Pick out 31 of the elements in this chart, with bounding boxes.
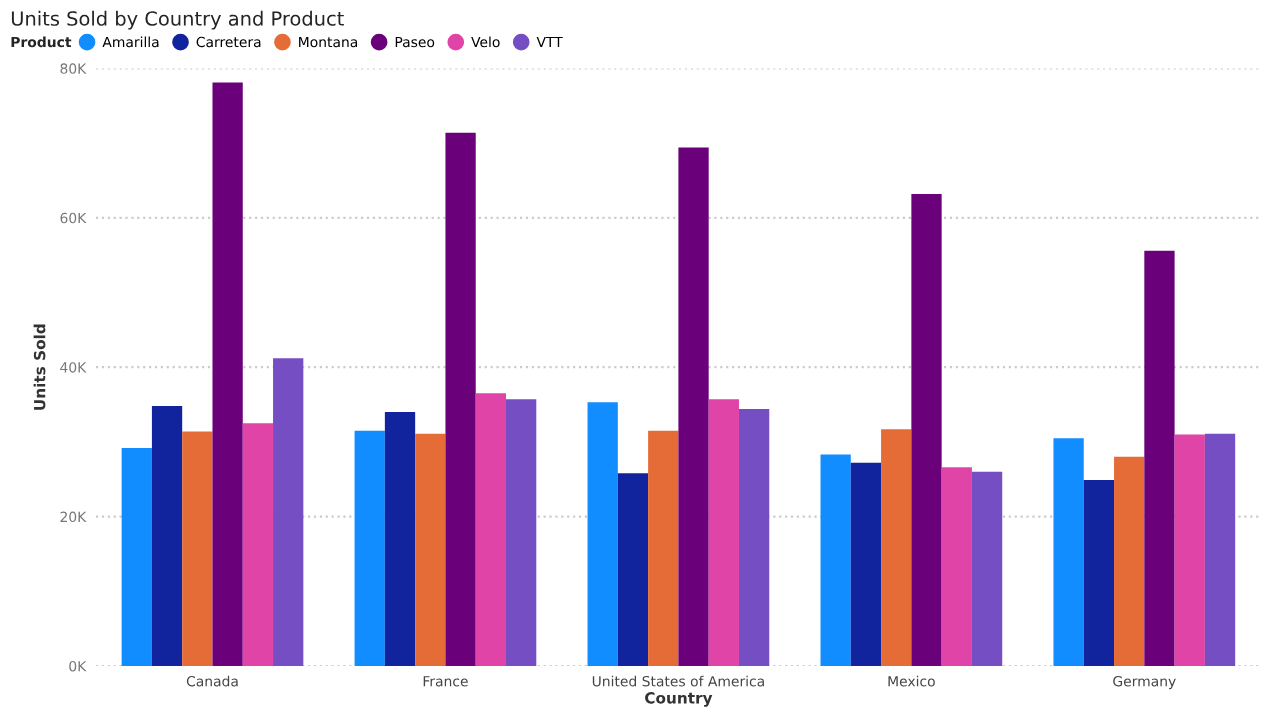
bar	[415, 433, 446, 666]
chart-title: Units Sold by Country and Product	[11, 10, 344, 30]
bar	[354, 430, 385, 666]
bar	[911, 193, 942, 666]
bar	[1083, 480, 1115, 666]
bar	[941, 467, 972, 666]
bar	[617, 473, 649, 666]
bar	[708, 399, 739, 666]
bar	[182, 431, 213, 666]
bar	[971, 471, 1003, 666]
bar	[384, 412, 416, 666]
bar	[820, 454, 851, 666]
bar	[1144, 250, 1175, 666]
bar	[678, 147, 709, 666]
bar	[1053, 438, 1084, 666]
bar	[151, 406, 183, 666]
bar	[212, 82, 243, 666]
bar	[881, 429, 912, 666]
bar	[506, 399, 537, 666]
bar	[475, 393, 507, 666]
bar	[648, 430, 679, 666]
bar	[738, 409, 770, 666]
bar	[445, 132, 476, 666]
bar	[850, 462, 882, 666]
bar	[273, 358, 304, 666]
bar	[1114, 456, 1145, 666]
bar	[587, 402, 618, 666]
bar	[1174, 434, 1205, 666]
bar	[242, 423, 274, 666]
bar	[1204, 433, 1236, 666]
bar	[121, 447, 152, 666]
